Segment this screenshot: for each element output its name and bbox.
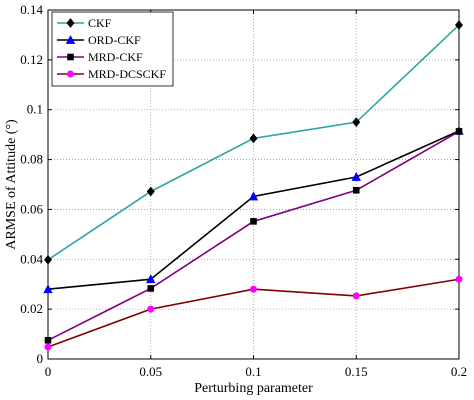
y-axis-label: ARMSE of Attitude (°) [4, 119, 19, 250]
legend-marker-ord-ckf [65, 34, 76, 44]
axis-ticks: 0 0.05 0.1 0.15 0.2 0 0.02 0.04 0.06 0.08 0.1 0.12 0… [20, 2, 467, 379]
data-point-mrd-ckf [147, 285, 155, 292]
x-tick-label: 0.2 [451, 364, 467, 379]
data-point-ord-ckf [351, 171, 361, 181]
data-point-ckf [455, 20, 463, 30]
data-point-mrd-dcsckf [250, 285, 258, 293]
data-point-mrd-ckf [455, 128, 463, 135]
y-tick-label: 0.04 [20, 251, 43, 266]
data-point-ord-ckf [43, 284, 53, 294]
data-point-ord-ckf [248, 191, 259, 201]
legend-label-ckf: CKF [88, 16, 112, 30]
legend: CKF ORD-CKF MRD-CKF MRD-DCSCKF [51, 11, 174, 87]
legend-marker-mrd-dcsckf [67, 70, 75, 78]
y-tick-label: 0 [37, 351, 44, 366]
data-point-mrd-ckf [44, 337, 52, 344]
grid-lines [48, 10, 459, 359]
legend-marker-ckf [66, 18, 75, 28]
y-tick-label: 0.06 [20, 201, 43, 216]
y-tick-label: 0.12 [20, 52, 43, 67]
series-layer [43, 20, 464, 351]
data-point-mrd-ckf [250, 218, 257, 225]
legend-label-mrd-ckf: MRD-CKF [88, 50, 143, 64]
y-tick-label: 0.08 [20, 152, 43, 167]
x-axis-label: Perturbing parameter [194, 381, 313, 396]
legend-marker-mrd-ckf [67, 53, 74, 61]
data-point-ckf [146, 186, 155, 197]
data-point-mrd-ckf [352, 186, 360, 194]
data-point-mrd-dcsckf [352, 292, 360, 300]
data-point-mrd-dcsckf [147, 305, 155, 313]
y-tick-label: 0.02 [20, 301, 43, 316]
data-point-ckf [44, 254, 52, 265]
x-tick-label: 0.05 [139, 364, 162, 379]
data-point-ckf [249, 133, 258, 144]
data-point-ckf [352, 117, 361, 128]
y-tick-label: 0.14 [20, 2, 43, 17]
y-tick-label: 0.1 [27, 102, 43, 117]
data-point-ord-ckf [146, 274, 156, 284]
data-point-mrd-dcsckf [455, 275, 463, 283]
data-point-mrd-dcsckf [44, 343, 52, 351]
legend-label-ord-ckf: ORD-CKF [88, 33, 141, 47]
x-tick-label: 0.15 [345, 364, 368, 379]
legend-label-mrd-dcsckf: MRD-DCSCKF [88, 67, 166, 81]
x-tick-label: 0.1 [245, 364, 261, 379]
x-tick-label: 0 [45, 364, 52, 379]
